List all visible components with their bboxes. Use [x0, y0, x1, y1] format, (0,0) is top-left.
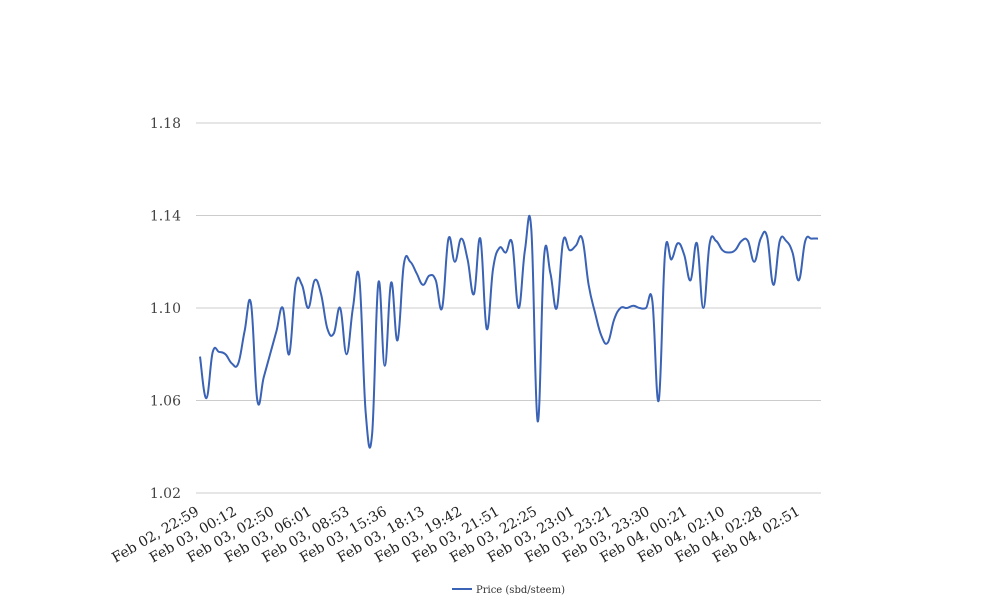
legend-label: Price (sbd/steem) [476, 585, 565, 596]
series-layer [199, 214, 819, 449]
y-axis-ticks: 1.02 1.06 1.10 1.14 1.18 [150, 116, 181, 502]
legend: Price (sbd/steem) [452, 585, 565, 596]
y-tick-label: 1.10 [150, 301, 181, 317]
y-tick-label: 1.06 [150, 394, 181, 410]
grid-lines [196, 122, 821, 494]
y-tick-label: 1.18 [150, 116, 181, 132]
price-series-line [199, 214, 819, 449]
y-tick-label: 1.02 [150, 486, 181, 502]
y-tick-label: 1.14 [150, 209, 181, 225]
